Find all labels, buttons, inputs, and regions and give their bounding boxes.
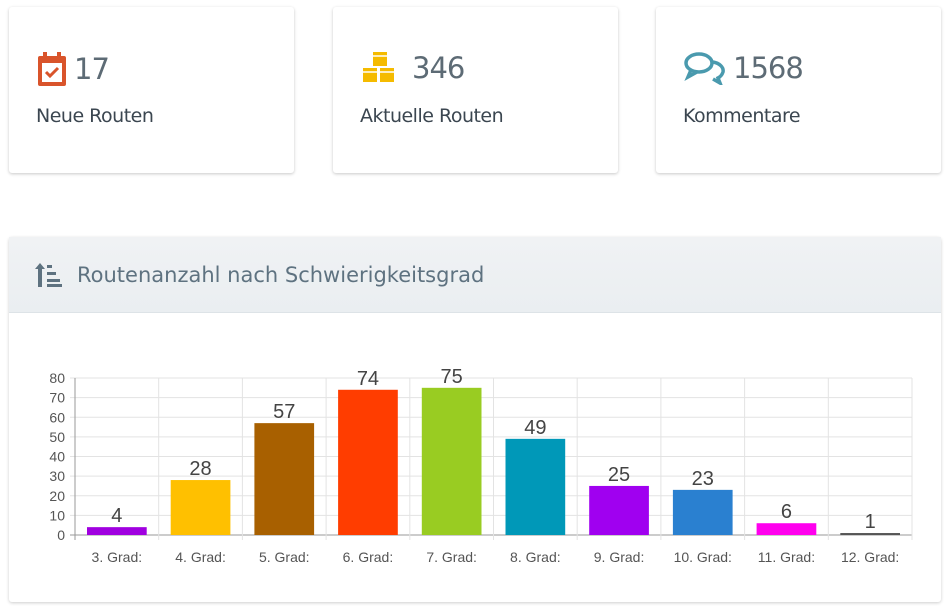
x-tick-label: 11. Grad: <box>758 549 815 565</box>
bar <box>170 480 231 535</box>
y-tick-label: 20 <box>49 488 65 504</box>
y-tick-label: 70 <box>49 390 65 406</box>
x-tick-label: 7. Grad: <box>426 549 477 565</box>
y-tick-label: 60 <box>49 409 65 425</box>
bar <box>338 389 398 535</box>
sort-amount-up-icon <box>35 262 62 287</box>
y-tick-label: 80 <box>49 370 65 386</box>
x-tick-label: 6. Grad: <box>343 549 394 565</box>
stat-label: Aktuelle Routen <box>360 105 504 127</box>
bar <box>505 438 566 535</box>
stat-value: 346 <box>412 51 465 85</box>
x-tick-label: 5. Grad: <box>259 549 310 565</box>
data-label: 1 <box>865 511 876 533</box>
y-tick-label: 50 <box>49 429 65 445</box>
stat-value: 17 <box>74 52 110 86</box>
bar <box>672 489 733 535</box>
cubes-icon <box>363 52 394 82</box>
data-label: 74 <box>357 368 379 390</box>
data-label: 23 <box>692 468 714 490</box>
x-tick-label: 8. Grad: <box>510 549 561 565</box>
chart-panel: Routenanzahl nach Schwierigkeitsgrad 0 10… <box>9 237 941 602</box>
data-label: 28 <box>189 458 211 480</box>
data-label: 4 <box>111 505 122 527</box>
stat-card-new-routes: 17 Neue Routen <box>9 7 294 173</box>
data-label: 6 <box>781 501 792 523</box>
stat-card-current-routes: 346 Aktuelle Routen <box>333 7 618 173</box>
bar <box>254 423 315 535</box>
bar <box>756 523 817 535</box>
bar <box>421 387 482 535</box>
bar-chart: 0 10 20 30 40 50 60 70 80 4 3. Grad: 28 4. Grad: 57 5.… <box>49 366 913 565</box>
y-tick-label: 30 <box>49 468 65 484</box>
panel-title: Routenanzahl nach Schwierigkeitsgrad <box>77 262 485 287</box>
y-tick-label: 40 <box>49 449 65 465</box>
bar <box>589 485 649 535</box>
x-tick-label: 12. Grad: <box>841 549 899 565</box>
calendar-check-icon <box>38 52 66 86</box>
stat-value: 1568 <box>733 51 804 85</box>
x-tick-label: 9. Grad: <box>594 549 645 565</box>
y-tick-label: 10 <box>49 507 65 523</box>
bar <box>87 527 147 535</box>
stat-card-comments: 1568 Kommentare <box>656 7 941 173</box>
x-tick-label: 4. Grad: <box>175 549 226 565</box>
data-label: 57 <box>273 401 295 423</box>
data-label: 25 <box>608 464 630 486</box>
data-label: 75 <box>441 366 463 388</box>
stat-label: Kommentare <box>683 105 801 127</box>
comments-icon <box>684 52 725 85</box>
stat-label: Neue Routen <box>36 105 154 127</box>
bar <box>840 533 900 535</box>
x-tick-label: 10. Grad: <box>674 549 732 565</box>
data-label: 49 <box>524 417 546 439</box>
panel-header: Routenanzahl nach Schwierigkeitsgrad <box>9 237 941 313</box>
x-tick-label: 3. Grad: <box>92 549 143 565</box>
y-tick-label: 0 <box>57 527 65 543</box>
